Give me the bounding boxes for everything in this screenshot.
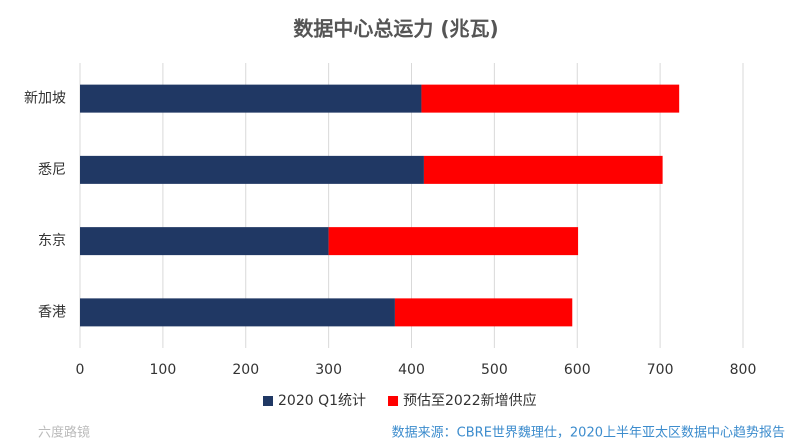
bar	[80, 298, 395, 327]
chart-title: 数据中心总运力 (兆瓦)	[293, 17, 498, 41]
x-tick-label: 200	[232, 362, 259, 378]
bar	[80, 227, 329, 256]
legend-label: 预估至2022新增供应	[403, 392, 537, 409]
legend-swatch	[388, 396, 399, 406]
x-tick-label: 0	[76, 362, 85, 378]
x-tick-label: 800	[730, 362, 757, 378]
x-tick-label: 600	[564, 362, 591, 378]
x-tick-label: 100	[150, 362, 177, 378]
y-tick-label: 东京	[38, 233, 66, 249]
x-tick-label: 500	[481, 362, 508, 378]
source-note: 数据来源：CBRE世界魏理仕，2020上半年亚太区数据中心趋势报告	[392, 425, 785, 441]
bar	[328, 227, 579, 256]
y-tick-label: 香港	[38, 304, 66, 320]
watermark: 六度路镜	[38, 425, 90, 441]
legend-swatch	[263, 396, 273, 406]
y-tick-label: 新加坡	[24, 91, 66, 107]
x-tick-label: 300	[315, 362, 342, 378]
bar	[80, 84, 422, 113]
bar	[423, 155, 663, 184]
bar	[421, 84, 680, 113]
legend-label: 2020 Q1统计	[278, 393, 366, 409]
x-tick-label: 400	[398, 362, 425, 378]
y-tick-label: 悉尼	[38, 162, 66, 178]
bar	[394, 298, 573, 327]
bar	[80, 155, 424, 184]
x-tick-label: 700	[647, 362, 674, 378]
